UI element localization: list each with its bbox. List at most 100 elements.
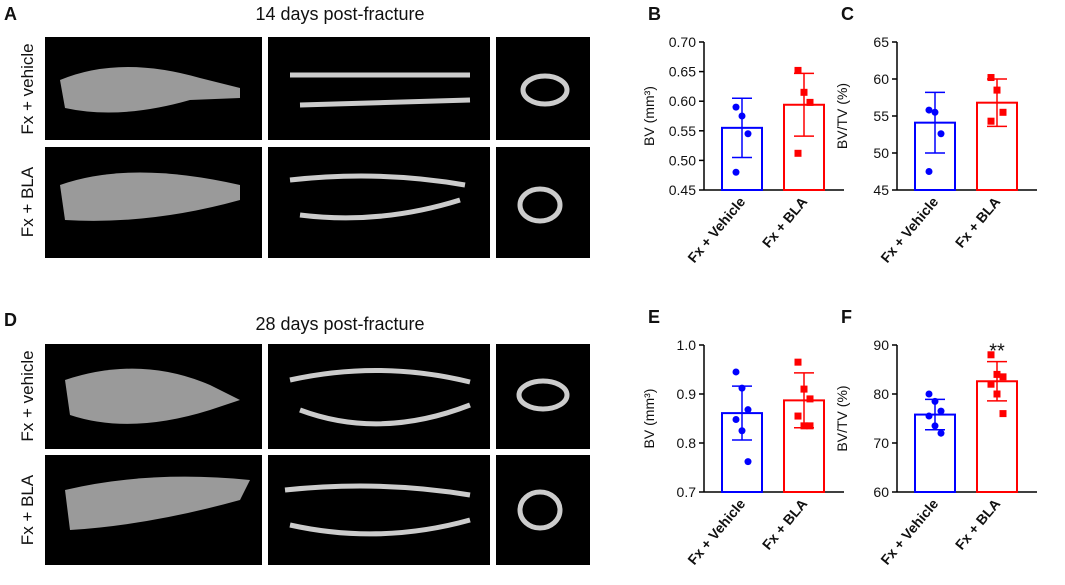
data-point <box>993 370 1001 378</box>
data-point <box>987 74 995 82</box>
panel-title: 28 days post-fracture <box>255 314 424 334</box>
y-tick-label: 0.60 <box>669 93 696 109</box>
y-axis-label: BV/TV (%) <box>834 83 850 149</box>
data-point <box>732 415 740 423</box>
image <box>496 37 590 140</box>
y-tick-label: 80 <box>873 386 889 402</box>
data-point <box>732 168 740 176</box>
data-point <box>806 395 814 403</box>
x-tick-label: Fx + Vehicle <box>684 193 748 265</box>
data-point <box>925 412 933 420</box>
bone-sections <box>284 72 570 537</box>
data-point <box>925 390 933 398</box>
data-point <box>800 422 808 430</box>
bone <box>65 368 240 424</box>
row-label: Fx + vehicle <box>18 43 37 134</box>
data-point <box>937 130 945 138</box>
bone <box>289 173 466 221</box>
data-point <box>794 149 802 157</box>
y-tick-label: 70 <box>873 435 889 451</box>
y-tick-label: 60 <box>873 484 889 500</box>
x-tick-label: Fx + Vehicle <box>877 193 941 265</box>
panel-label: E <box>648 307 660 327</box>
panel-label: C <box>841 4 854 24</box>
y-tick-label: 65 <box>873 34 889 50</box>
y-tick-label: 60 <box>873 71 889 87</box>
y-tick-label: 0.7 <box>677 484 697 500</box>
error-bar <box>925 91 945 154</box>
panel-label: F <box>841 307 852 327</box>
panel-label: A <box>4 4 17 24</box>
bone-shapes <box>60 66 250 530</box>
micro-ct-images <box>45 37 590 565</box>
panel-title: 14 days post-fracture <box>255 4 424 24</box>
data-point <box>806 98 814 106</box>
data-point <box>732 368 740 376</box>
y-tick-label: 0.9 <box>677 386 697 402</box>
data-point <box>937 407 945 415</box>
data-point <box>987 117 995 125</box>
data-point <box>800 385 808 393</box>
data-point <box>806 422 814 430</box>
y-tick-label: 90 <box>873 337 889 353</box>
y-tick-label: 0.55 <box>669 123 696 139</box>
x-tick-label: Fx + BLA <box>952 496 1004 553</box>
data-point <box>738 112 746 120</box>
data-point <box>794 412 802 420</box>
image <box>496 344 590 449</box>
y-tick-label: 0.50 <box>669 152 696 168</box>
x-tick-label: Fx + BLA <box>759 194 811 251</box>
panel-label: D <box>4 310 17 330</box>
data-point <box>732 103 740 111</box>
annotation: ** <box>989 341 1005 363</box>
image <box>268 344 490 449</box>
y-tick-label: 1.0 <box>677 337 697 353</box>
y-tick-label: 0.8 <box>677 435 697 451</box>
x-tick-label: Fx + Vehicle <box>877 495 941 567</box>
y-tick-label: 0.65 <box>669 64 696 80</box>
bone <box>517 186 563 224</box>
row-label: Fx + BLA <box>18 474 37 545</box>
y-tick-label: 45 <box>873 182 889 198</box>
data-point <box>931 108 939 116</box>
x-tick-label: Fx + BLA <box>759 496 811 553</box>
data-point <box>800 88 808 96</box>
y-tick-label: 55 <box>873 108 889 124</box>
bone <box>65 476 250 530</box>
bone <box>520 73 570 107</box>
x-tick-label: Fx + Vehicle <box>684 495 748 567</box>
data-point <box>794 358 802 366</box>
bone <box>517 489 563 531</box>
row-label: Fx + vehicle <box>18 350 37 441</box>
data-point <box>744 130 752 138</box>
panel-label: B <box>648 4 661 24</box>
bone <box>290 72 471 108</box>
image <box>496 455 590 565</box>
y-axis-label: BV (mm³) <box>641 389 657 449</box>
data-point <box>999 373 1007 381</box>
data-point <box>987 380 995 388</box>
data-point <box>925 168 933 175</box>
data-point <box>931 422 939 430</box>
error-bar <box>732 97 752 159</box>
image <box>496 147 590 258</box>
bone <box>60 172 240 221</box>
data-point <box>744 458 752 466</box>
y-tick-label: 0.70 <box>669 34 696 50</box>
data-point <box>738 427 746 435</box>
data-point <box>931 397 939 405</box>
data-point <box>993 86 1001 94</box>
bone <box>60 66 240 113</box>
data-point <box>999 108 1007 116</box>
row-label: Fx + BLA <box>18 166 37 237</box>
y-axis-label: BV/TV (%) <box>834 385 850 451</box>
data-point <box>738 384 746 392</box>
bone <box>289 368 471 427</box>
data-point <box>937 429 945 437</box>
bone <box>516 378 570 412</box>
image <box>268 37 490 140</box>
x-tick-label: Fx + BLA <box>952 194 1004 251</box>
y-axis-label: BV (mm³) <box>641 86 657 146</box>
data-point <box>794 66 802 74</box>
